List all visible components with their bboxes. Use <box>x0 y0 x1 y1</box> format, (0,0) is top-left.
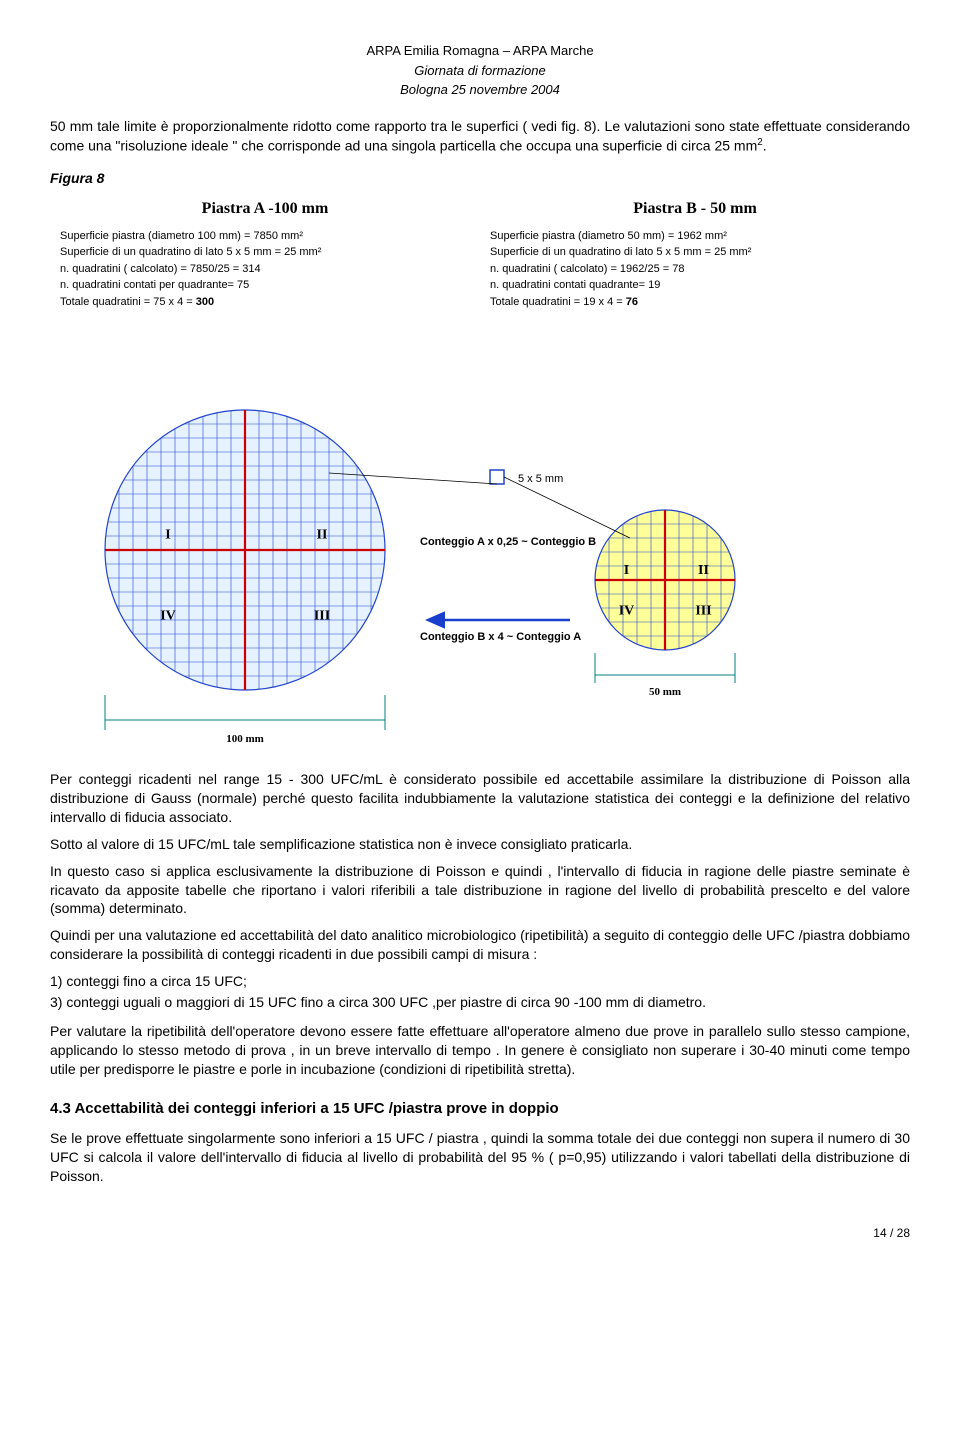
plate-b-meta-5: Totale quadratini = 19 x 4 = 76 <box>490 294 900 311</box>
plate-a-meta-4: n. quadratini contati per quadrante= 75 <box>60 277 470 294</box>
plate-a-title: Piastra A -100 mm <box>60 198 470 220</box>
plate-a-meta: Superficie piastra (diametro 100 mm) = 7… <box>60 228 470 311</box>
para1-text-a: 50 mm tale limite è proporzionalmente ri… <box>50 118 910 154</box>
header-line-2: Giornata di formazione <box>50 62 910 80</box>
plate-b-meta: Superficie piastra (diametro 50 mm) = 19… <box>490 228 900 311</box>
header-line-3: Bologna 25 novembre 2004 <box>50 81 910 99</box>
svg-text:IV: IV <box>619 604 635 619</box>
svg-text:50 mm: 50 mm <box>649 686 681 698</box>
figure-8: Piastra A -100 mm Superficie piastra (di… <box>50 198 910 750</box>
plate-a-meta-2: Superficie di un quadratino di lato 5 x … <box>60 244 470 261</box>
plate-a-meta-3: n. quadratini ( calcolato) = 7850/25 = 3… <box>60 261 470 278</box>
plate-a-meta-5: Totale quadratini = 75 x 4 = 300 <box>60 294 470 311</box>
paragraph-4: In questo caso si applica esclusivamente… <box>50 862 910 919</box>
paragraph-6: Per valutare la ripetibilità dell'operat… <box>50 1022 910 1079</box>
svg-text:III: III <box>695 604 711 619</box>
paragraph-2: Per conteggi ricadenti nel range 15 - 30… <box>50 770 910 827</box>
plate-b-meta-2: Superficie di un quadratino di lato 5 x … <box>490 244 900 261</box>
figure-label: Figura 8 <box>50 169 910 188</box>
header-line-1: ARPA Emilia Romagna – ARPA Marche <box>50 42 910 60</box>
svg-text:100 mm: 100 mm <box>226 733 264 745</box>
figure-headers: Piastra A -100 mm Superficie piastra (di… <box>50 198 910 310</box>
paragraph-3: Sotto al valore di 15 UFC/mL tale sempli… <box>50 835 910 854</box>
plate-b-title: Piastra B - 50 mm <box>490 198 900 220</box>
svg-text:III: III <box>314 608 330 623</box>
svg-text:Conteggio B x 4 ~ Conteggio A: Conteggio B x 4 ~ Conteggio A <box>420 631 581 643</box>
section-heading-4-3: 4.3 Accettabilità dei conteggi inferiori… <box>50 1099 910 1119</box>
svg-text:5 x 5 mm: 5 x 5 mm <box>518 473 563 485</box>
svg-text:I: I <box>624 563 629 578</box>
paragraph-1: 50 mm tale limite è proporzionalmente ri… <box>50 117 910 155</box>
svg-text:IV: IV <box>160 608 176 623</box>
para1-text-b: . <box>763 137 767 153</box>
svg-text:II: II <box>317 528 328 543</box>
plate-b-column: Piastra B - 50 mm Superficie piastra (di… <box>480 198 910 310</box>
plate-a-column: Piastra A -100 mm Superficie piastra (di… <box>50 198 480 310</box>
page-number: 14 / 28 <box>50 1225 910 1241</box>
plate-b-meta-4: n. quadratini contati quadrante= 19 <box>490 277 900 294</box>
plate-b-meta-1: Superficie piastra (diametro 50 mm) = 19… <box>490 228 900 245</box>
paragraph-7: Se le prove effettuate singolarmente son… <box>50 1129 910 1186</box>
plate-b-meta-3: n. quadratini ( calcolato) = 1962/25 = 7… <box>490 261 900 278</box>
list-item-1: 1) conteggi fino a circa 15 UFC; <box>50 972 910 991</box>
svg-text:I: I <box>165 528 170 543</box>
figure-svg: IIIIIIIVIIIIIIIV5 x 5 mmConteggio A x 0,… <box>50 320 870 750</box>
paragraph-5: Quindi per una valutazione ed accettabil… <box>50 926 910 964</box>
svg-text:II: II <box>698 563 709 578</box>
figure-drawing: IIIIIIIVIIIIIIIV5 x 5 mmConteggio A x 0,… <box>50 320 910 750</box>
page-header: ARPA Emilia Romagna – ARPA Marche Giorna… <box>50 42 910 99</box>
list-item-2: 3) conteggi uguali o maggiori di 15 UFC … <box>50 993 910 1012</box>
svg-text:Conteggio A x 0,25 ~ Conteggio: Conteggio A x 0,25 ~ Conteggio B <box>420 536 596 548</box>
plate-a-meta-1: Superficie piastra (diametro 100 mm) = 7… <box>60 228 470 245</box>
